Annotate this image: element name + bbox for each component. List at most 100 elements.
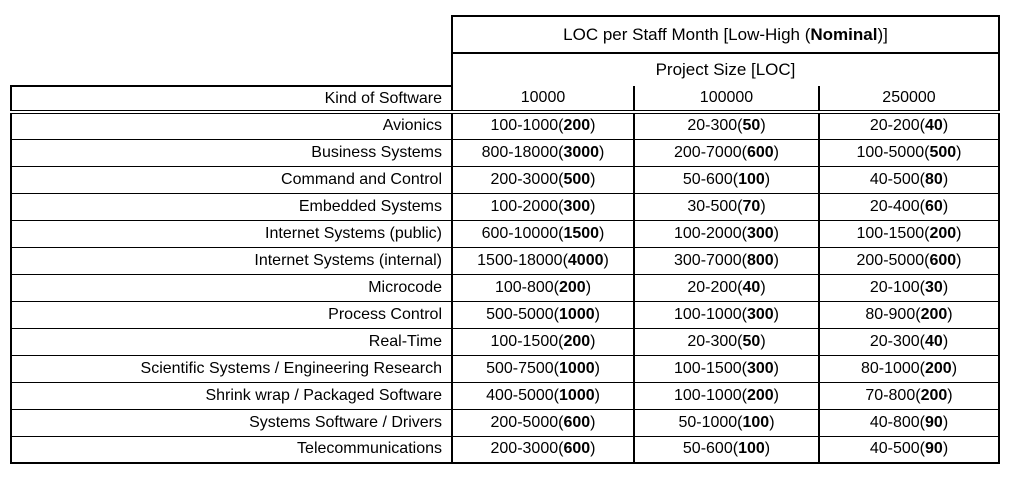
- row-label: Systems Software / Drivers: [10, 409, 453, 437]
- nominal-value: 200: [920, 386, 948, 404]
- value-cell: 200-5000(600): [818, 247, 1000, 275]
- value-cell: 20-200(40): [633, 274, 819, 302]
- table-row: Process Control 500-5000(1000) 100-1000(30…: [10, 301, 1000, 329]
- nominal-value: 30: [925, 278, 943, 296]
- nominal-value: 50: [742, 117, 761, 135]
- row-label: Real-Time: [10, 328, 453, 356]
- value-cell: 100-2000(300): [451, 193, 634, 221]
- value-cell: 100-1000(200): [451, 112, 634, 140]
- row-label: Business Systems: [10, 139, 453, 167]
- nominal-value: 600: [746, 143, 774, 161]
- value-cell: 50-600(100): [633, 166, 819, 194]
- nominal-value: 200: [929, 224, 957, 242]
- value-cell: 300-7000(800): [633, 247, 819, 275]
- table-title: LOC per Staff Month [Low-High (Nominal)]: [451, 15, 1000, 54]
- table-header: LOC per Staff Month [Low-High (Nominal)]…: [10, 15, 1000, 114]
- value-cell: 20-200(40): [818, 112, 1000, 140]
- value-cell: 30-500(70): [633, 193, 819, 221]
- column-header-10000: 10000: [452, 86, 634, 114]
- value-cell: 600-10000(1500): [451, 220, 634, 248]
- value-cell: 100-1000(200): [633, 382, 819, 410]
- value-cell: 20-400(60): [818, 193, 1000, 221]
- value-cell: 20-100(30): [818, 274, 1000, 302]
- nominal-value: 100: [742, 413, 770, 431]
- title-row: LOC per Staff Month [Low-High (Nominal)]: [11, 15, 1000, 54]
- nominal-value: 600: [563, 440, 591, 458]
- nominal-value: 3000: [563, 143, 600, 161]
- nominal-value: 1000: [559, 359, 595, 377]
- table-title-prefix: LOC per Staff Month [Low-High (: [563, 24, 811, 44]
- kind-of-software-header: Kind of Software: [10, 85, 453, 114]
- nominal-value: 80: [925, 170, 943, 188]
- nominal-value: 300: [746, 305, 774, 323]
- table-row: Systems Software / Drivers 200-5000(600) 5…: [10, 409, 1000, 437]
- nominal-value: 200: [925, 359, 952, 377]
- nominal-value: 4000: [567, 251, 604, 269]
- value-cell: 200-3000(600): [451, 436, 634, 464]
- table-row: Shrink wrap / Packaged Software 400-5000(…: [10, 382, 1000, 410]
- nominal-value: 800: [746, 251, 774, 269]
- value-cell: 50-1000(100): [633, 409, 819, 437]
- value-cell: 80-900(200): [818, 301, 1000, 329]
- nominal-value: 1000: [559, 386, 595, 404]
- value-cell: 100-800(200): [451, 274, 634, 302]
- nominal-value: 90: [925, 413, 943, 431]
- table-row: Embedded Systems 100-2000(300) 30-500(70) 2…: [10, 193, 1000, 221]
- value-cell: 50-600(100): [633, 436, 819, 464]
- nominal-value: 200: [563, 117, 591, 135]
- column-header-row: Kind of Software 10000 100000 250000: [10, 85, 1000, 114]
- nominal-value: 300: [746, 224, 774, 242]
- value-cell: 40-500(80): [818, 166, 1000, 194]
- row-label: Avionics: [10, 112, 453, 140]
- table-title-emphasis: Nominal: [810, 24, 878, 44]
- value-cell: 500-5000(1000): [451, 301, 634, 329]
- nominal-value: 300: [746, 359, 774, 377]
- table-row: Business Systems 800-18000(3000) 200-7000(…: [10, 139, 1000, 167]
- value-cell: 20-300(50): [633, 328, 819, 356]
- value-cell: 800-18000(3000): [451, 139, 634, 167]
- row-label: Microcode: [10, 274, 453, 302]
- value-cell: 100-2000(300): [633, 220, 819, 248]
- nominal-value: 200: [559, 278, 586, 296]
- nominal-value: 60: [925, 197, 943, 215]
- table-row: Internet Systems (public) 600-10000(1500)…: [10, 220, 1000, 248]
- row-label: Embedded Systems: [10, 193, 453, 221]
- value-cell: 200-5000(600): [451, 409, 634, 437]
- table-title-suffix: )]: [877, 24, 888, 44]
- nominal-value: 50: [742, 332, 761, 350]
- blank-corner-cell: [11, 53, 452, 86]
- nominal-value: 90: [925, 440, 943, 458]
- value-cell: 100-1500(200): [451, 328, 634, 356]
- nominal-value: 100: [738, 170, 765, 188]
- value-cell: 80-1000(200): [818, 355, 1000, 383]
- column-header-250000: 250000: [818, 86, 1000, 114]
- blank-corner-cell: [11, 16, 452, 53]
- value-cell: 200-7000(600): [633, 139, 819, 167]
- nominal-value: 1000: [559, 305, 595, 323]
- nominal-value: 300: [563, 197, 591, 215]
- row-label: Telecommunications: [10, 436, 453, 464]
- nominal-value: 500: [563, 170, 591, 188]
- nominal-value: 200: [746, 386, 774, 404]
- nominal-value: 100: [738, 440, 765, 458]
- value-cell: 40-500(90): [818, 436, 1000, 464]
- nominal-value: 70: [742, 197, 761, 215]
- table-row: Scientific Systems / Engineering Researc…: [10, 355, 1000, 383]
- value-cell: 400-5000(1000): [451, 382, 634, 410]
- row-label: Internet Systems (internal): [10, 247, 453, 275]
- table-row: Real-Time 100-1500(200) 20-300(50) 20-300(4…: [10, 328, 1000, 356]
- project-size-header: Project Size [LOC]: [451, 52, 1000, 86]
- column-header-100000: 100000: [633, 86, 819, 114]
- value-cell: 100-1500(300): [633, 355, 819, 383]
- value-cell: 100-1000(300): [633, 301, 819, 329]
- subtitle-row: Project Size [LOC]: [11, 52, 1000, 86]
- nominal-value: 40: [742, 278, 761, 296]
- value-cell: 1500-18000(4000): [451, 247, 634, 275]
- row-label: Shrink wrap / Packaged Software: [10, 382, 453, 410]
- table-body: Avionics 100-1000(200) 20-300(50) 20-200(40…: [10, 112, 1000, 464]
- nominal-value: 600: [563, 413, 591, 431]
- row-label: Command and Control: [10, 166, 453, 194]
- value-cell: 200-3000(500): [451, 166, 634, 194]
- nominal-value: 40: [925, 332, 943, 350]
